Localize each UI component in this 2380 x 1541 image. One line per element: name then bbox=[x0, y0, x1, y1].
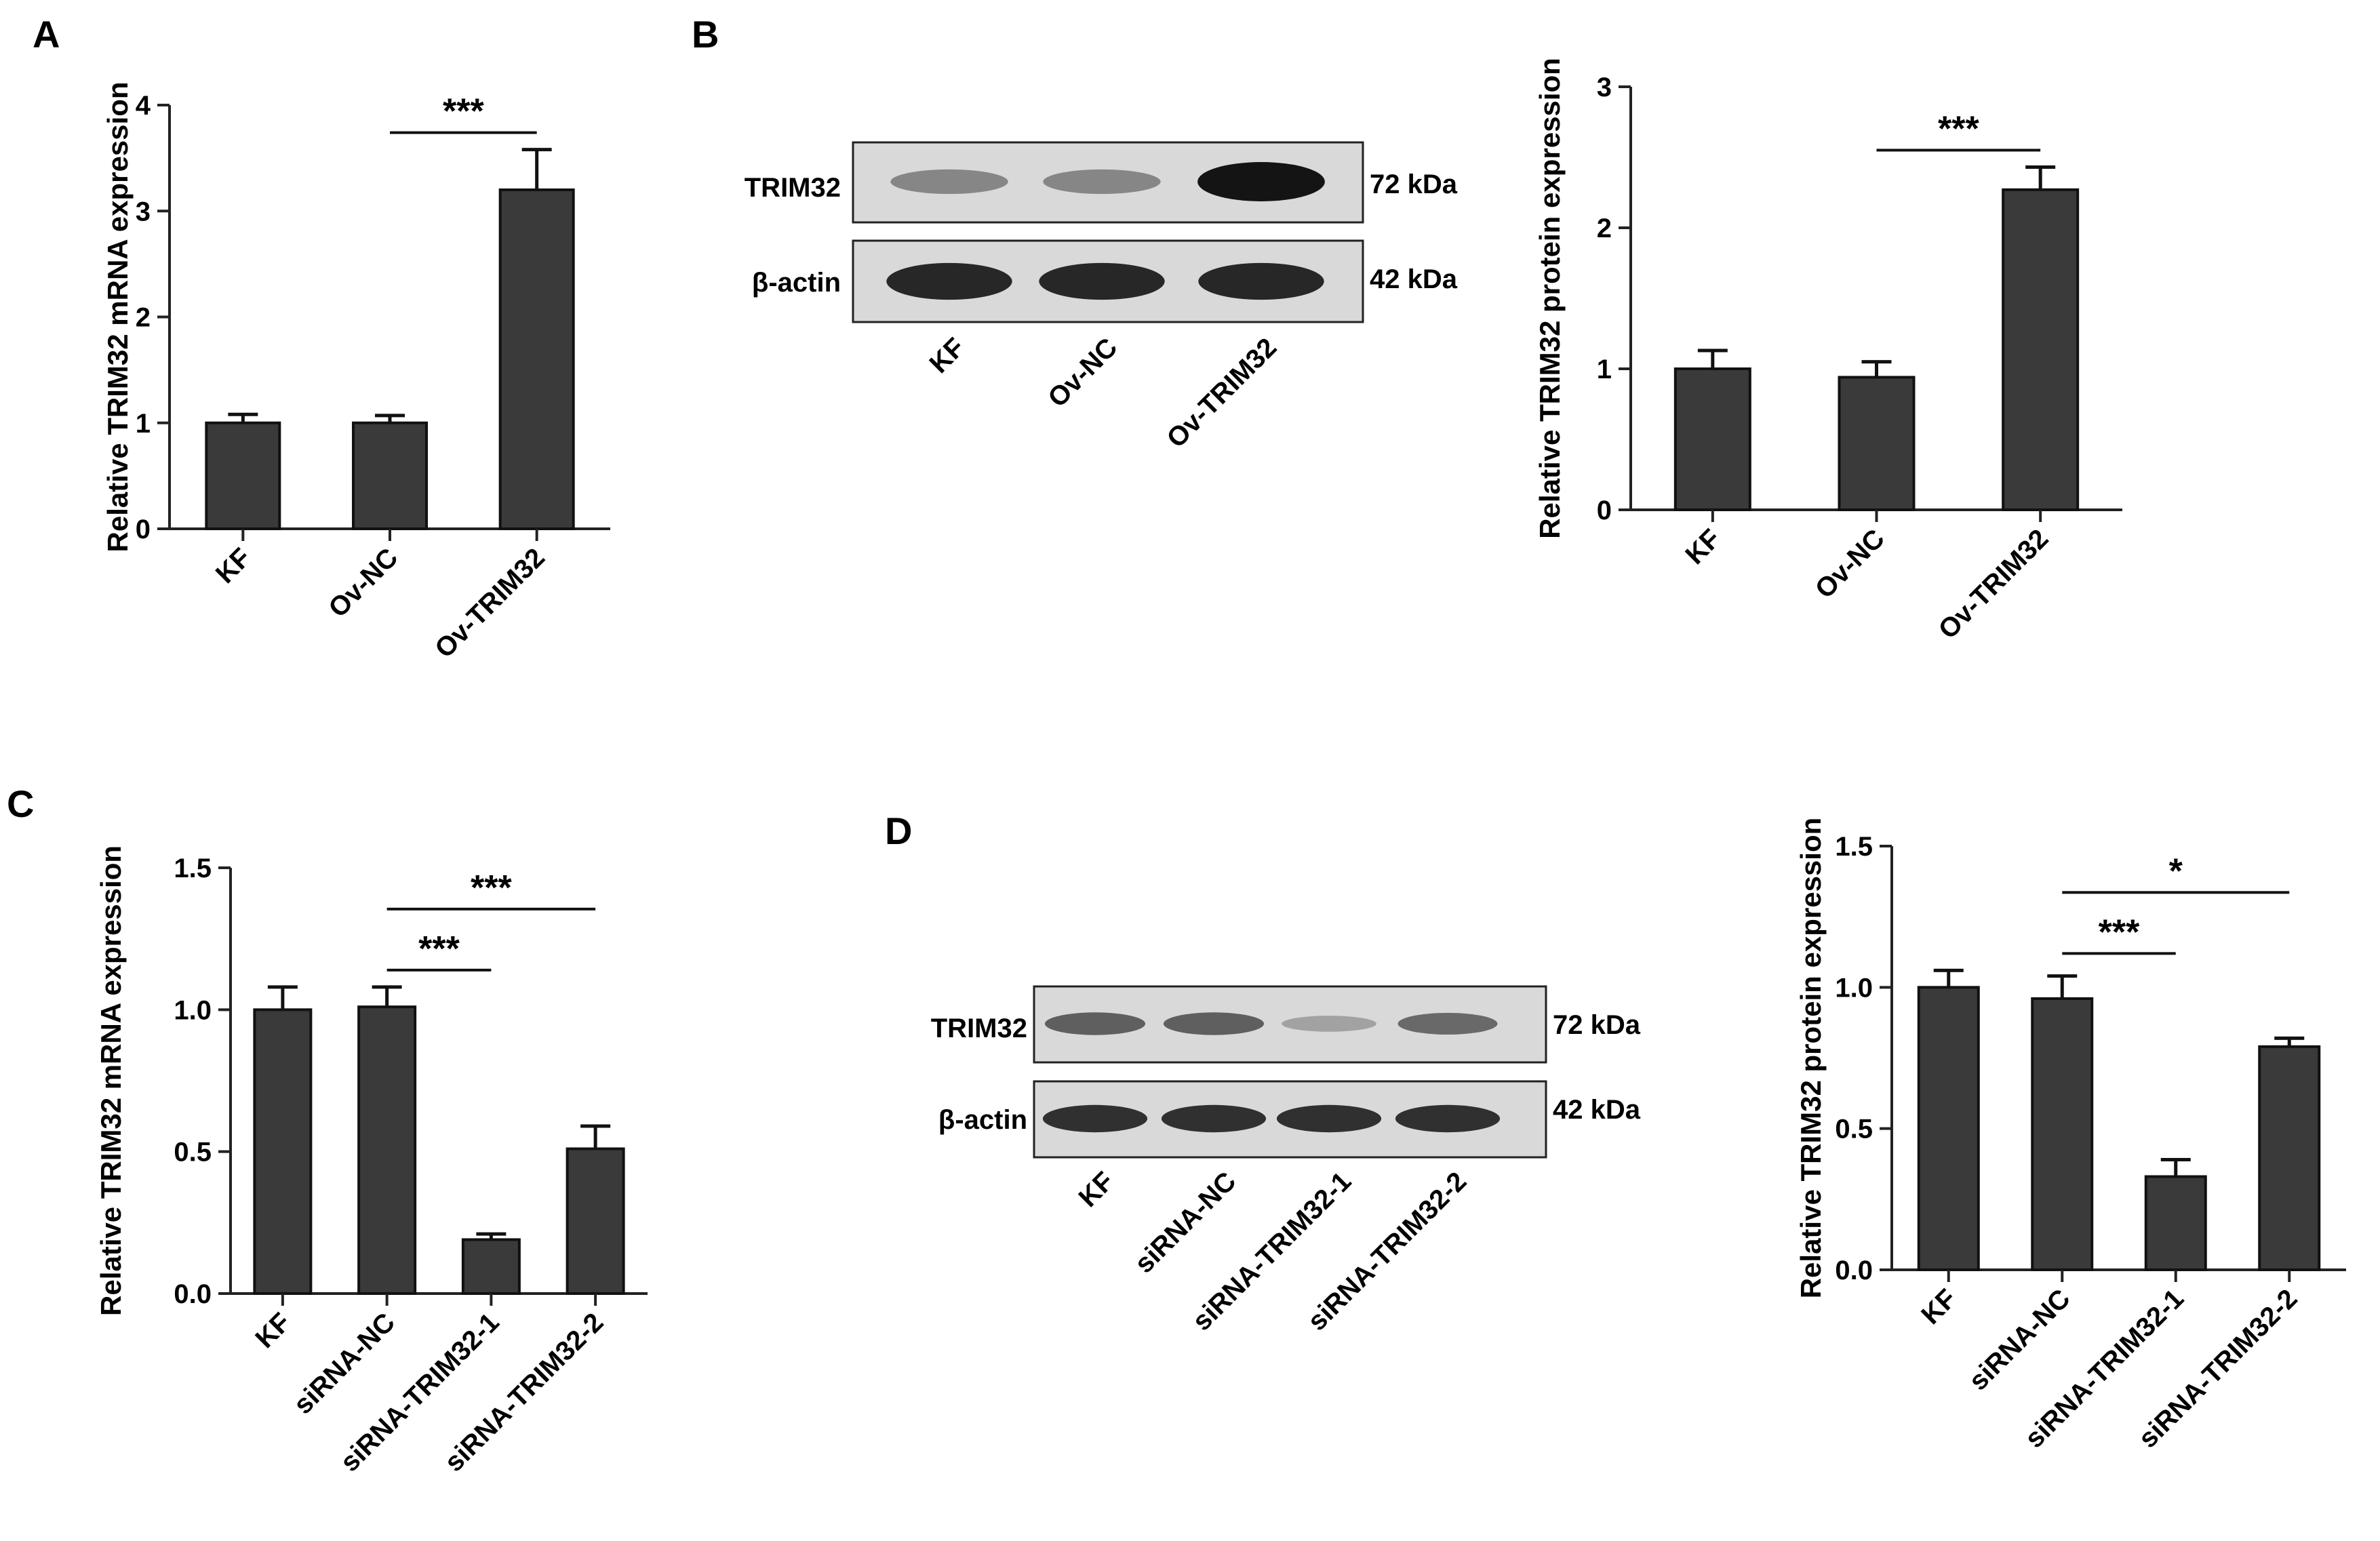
y-tick-label: 1.5 bbox=[1835, 832, 1873, 862]
panel-letter-d: D bbox=[885, 809, 912, 852]
bar-chart-c: 0.0 0.5 1.0 1.5 Relative TRIM32 mRNA express… bbox=[95, 845, 648, 1477]
blot-d-protein-trim32: TRIM32 bbox=[931, 1014, 1027, 1043]
y-tick-label: 0.0 bbox=[1835, 1256, 1873, 1285]
blot-b-kda-actin: 42 kDa bbox=[1370, 264, 1458, 294]
bar-chart-b: 0 1 2 3 Relative TRIM32 protein expression KF… bbox=[1534, 58, 2122, 645]
category-label: Ov-TRIM32 bbox=[1933, 523, 2055, 645]
significance-label: *** bbox=[1938, 110, 1979, 149]
blot-d-lane-sirna-nc: siRNA-NC bbox=[1129, 1166, 1242, 1279]
bar bbox=[2144, 1175, 2207, 1271]
blot-d-protein-actin: β-actin bbox=[938, 1105, 1027, 1135]
bar-chart-d: 0.0 0.5 1.0 1.5 Relative TRIM32 protein expr… bbox=[1795, 818, 2346, 1454]
category-label: siRNA-NC bbox=[288, 1307, 401, 1420]
blot-b-lane-ov-trim32: Ov-TRIM32 bbox=[1162, 332, 1283, 454]
panel-letter-a: A bbox=[33, 13, 60, 56]
y-tick-label: 1.5 bbox=[174, 854, 212, 883]
significance-label: *** bbox=[418, 929, 460, 969]
y-tick-label: 1 bbox=[136, 409, 151, 439]
blot-band bbox=[1161, 1104, 1267, 1133]
blot-band bbox=[890, 169, 1008, 195]
blot-b-kda-trim32: 72 kDa bbox=[1370, 169, 1458, 199]
blot-band bbox=[1163, 1012, 1265, 1035]
blot-b-lane-kf: KF bbox=[924, 332, 971, 379]
category-label: KF bbox=[250, 1307, 296, 1354]
bar bbox=[2031, 997, 2094, 1271]
bar bbox=[1838, 376, 1916, 511]
bar bbox=[2002, 188, 2080, 511]
blot-band bbox=[1282, 1016, 1376, 1032]
y-axis-label: Relative TRIM32 mRNA expression bbox=[102, 81, 134, 552]
blot-band bbox=[1044, 1012, 1146, 1035]
blot-band bbox=[1197, 162, 1325, 201]
significance-label: *** bbox=[443, 92, 484, 132]
bar bbox=[1917, 986, 1980, 1272]
y-tick-label: 1.0 bbox=[174, 995, 212, 1025]
y-axis-label: Relative TRIM32 protein expression bbox=[1534, 58, 1566, 539]
significance-label: *** bbox=[471, 868, 512, 908]
bar bbox=[352, 421, 428, 530]
blot-band bbox=[1042, 1104, 1148, 1133]
y-tick-label: 4 bbox=[136, 91, 151, 121]
category-label: Ov-TRIM32 bbox=[429, 542, 551, 664]
blot-band bbox=[1198, 262, 1324, 300]
blot-band bbox=[1395, 1104, 1501, 1133]
bar bbox=[566, 1147, 625, 1295]
category-label: KF bbox=[1680, 523, 1726, 570]
y-tick-label: 0.5 bbox=[174, 1138, 212, 1167]
blot-d-kda-trim32: 72 kDa bbox=[1553, 1010, 1641, 1040]
y-tick-label: 2 bbox=[136, 303, 151, 333]
panel-letter-b: B bbox=[692, 13, 719, 56]
blot-d-kda-actin: 42 kDa bbox=[1553, 1095, 1641, 1125]
y-tick-label: 1.0 bbox=[1835, 973, 1873, 1003]
category-label: Ov-NC bbox=[1810, 523, 1890, 604]
category-label: Ov-NC bbox=[323, 542, 403, 623]
y-tick-label: 1 bbox=[1597, 355, 1612, 384]
y-tick-label: 0 bbox=[136, 515, 151, 544]
y-tick-label: 0.0 bbox=[174, 1279, 212, 1309]
y-tick-label: 3 bbox=[1597, 73, 1612, 102]
y-axis-label: Relative TRIM32 mRNA expression bbox=[95, 845, 127, 1316]
blot-b-protein-actin: β-actin bbox=[752, 268, 841, 298]
category-label: siRNA-NC bbox=[1963, 1283, 2076, 1396]
bar bbox=[1673, 367, 1751, 511]
bar bbox=[253, 1008, 313, 1296]
y-tick-label: 3 bbox=[136, 197, 151, 226]
blot-d-lane-kf: KF bbox=[1073, 1166, 1120, 1213]
blot-band bbox=[1397, 1013, 1498, 1035]
bar bbox=[357, 1005, 417, 1295]
y-tick-label: 2 bbox=[1597, 214, 1612, 243]
blot-band bbox=[1043, 169, 1161, 195]
bar bbox=[2258, 1045, 2321, 1272]
blot-band bbox=[1039, 262, 1165, 300]
bar bbox=[461, 1238, 521, 1296]
bar bbox=[205, 421, 281, 530]
significance-label: *** bbox=[2099, 913, 2140, 952]
blot-b-protein-trim32: TRIM32 bbox=[745, 173, 841, 203]
y-tick-label: 0 bbox=[1597, 496, 1612, 525]
bar bbox=[498, 188, 575, 530]
western-blot-d: TRIM32 β-actin 72 kDa 42 kDa KF siRNA-NC… bbox=[931, 985, 1641, 1336]
blot-band bbox=[886, 262, 1012, 300]
category-label: KF bbox=[210, 542, 257, 589]
western-blot-b: TRIM32 β-actin 72 kDa 42 kDa KF Ov-NC Ov… bbox=[745, 141, 1458, 454]
panel-letter-c: C bbox=[7, 782, 34, 825]
blot-b-lane-ov-nc: Ov-NC bbox=[1042, 332, 1123, 413]
y-axis-label: Relative TRIM32 protein expression bbox=[1795, 818, 1827, 1299]
significance-label: * bbox=[2169, 852, 2183, 891]
category-label: KF bbox=[1916, 1283, 1962, 1330]
y-tick-label: 0.5 bbox=[1835, 1115, 1873, 1144]
blot-band bbox=[1276, 1104, 1382, 1133]
